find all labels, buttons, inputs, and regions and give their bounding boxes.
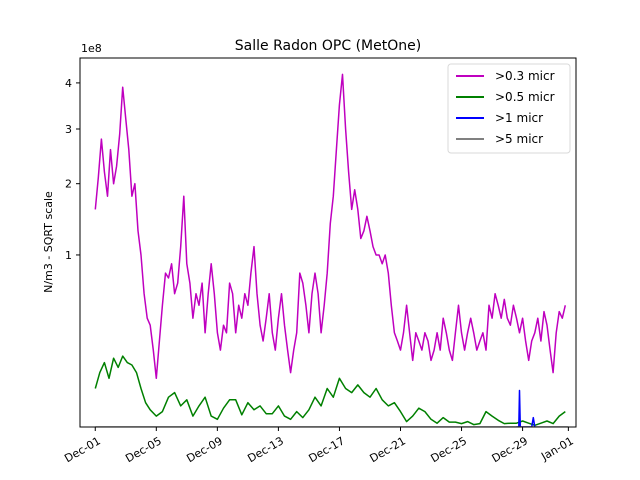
x-tick-label-4: Dec-17 — [306, 434, 347, 465]
x-axis-ticks: Dec-01 Dec-05 Dec-09 Dec-13 Dec-17 Dec-21 Dec-… — [62, 427, 576, 465]
x-tick-label-8: Jan-01 — [538, 434, 576, 463]
x-tick-label-6: Dec-25 — [429, 434, 470, 465]
x-tick-label-0: Dec-01 — [62, 434, 103, 465]
series-line-2 — [516, 389, 536, 427]
y-axis-label: N/m3 - SQRT scale — [42, 191, 55, 293]
x-tick-label-1: Dec-05 — [123, 434, 164, 465]
x-tick-label-7: Dec-29 — [490, 434, 531, 465]
plot-frame — [79, 57, 577, 428]
series-layer — [94, 73, 569, 427]
legend-label-2: >1 micr — [495, 111, 543, 125]
legend-items: >0.3 micr >0.5 micr >1 micr >5 micr — [456, 69, 555, 146]
y-tick-label-3: 4 — [65, 77, 72, 90]
legend-label-3: >5 micr — [495, 132, 543, 146]
x-tick-label-3: Dec-13 — [245, 434, 286, 465]
series-line-0 — [94, 73, 567, 380]
legend-label-0: >0.3 micr — [495, 69, 555, 83]
y-axis-offset-label: 1e8 — [81, 42, 102, 55]
y-tick-label-1: 2 — [65, 178, 72, 191]
x-tick-label-5: Dec-21 — [367, 434, 408, 465]
x-tick-label-2: Dec-09 — [184, 434, 225, 465]
y-axis-ticks: 1 2 3 4 — [65, 77, 80, 262]
series-line-1 — [94, 355, 566, 427]
chart-title: Salle Radon OPC (MetOne) — [235, 38, 421, 54]
legend-label-1: >0.5 micr — [495, 90, 555, 104]
y-tick-label-2: 3 — [65, 123, 72, 136]
legend-frame — [447, 63, 571, 154]
y-tick-label-0: 1 — [65, 249, 72, 262]
legend: >0.3 micr >0.5 micr >1 micr >5 micr — [447, 63, 571, 154]
